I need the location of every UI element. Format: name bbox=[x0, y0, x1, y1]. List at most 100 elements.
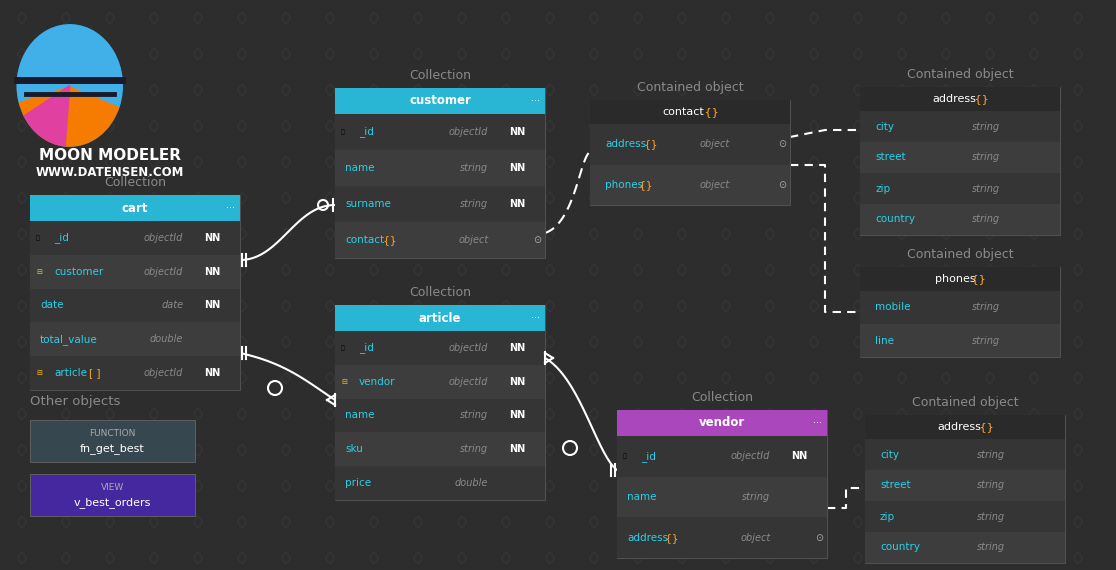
Text: NN: NN bbox=[510, 343, 526, 353]
Text: MOON MODELER: MOON MODELER bbox=[39, 148, 181, 162]
Text: objectId: objectId bbox=[144, 267, 183, 276]
Text: 🔑: 🔑 bbox=[36, 235, 40, 241]
Text: phones: phones bbox=[605, 180, 643, 190]
Text: {}: {} bbox=[642, 139, 658, 149]
Text: NN: NN bbox=[510, 127, 526, 137]
Bar bbox=[865, 415, 1065, 439]
Text: _id: _id bbox=[54, 233, 69, 243]
Text: double: double bbox=[150, 334, 183, 344]
Text: ···: ··· bbox=[812, 418, 822, 428]
Text: fn_get_best: fn_get_best bbox=[80, 443, 145, 454]
Bar bbox=[30, 356, 240, 390]
Text: date: date bbox=[40, 300, 64, 311]
Text: string: string bbox=[460, 444, 489, 454]
Text: NN: NN bbox=[510, 377, 526, 386]
Bar bbox=[860, 111, 1060, 142]
Text: Contained object: Contained object bbox=[906, 248, 1013, 261]
Text: mobile: mobile bbox=[875, 303, 911, 312]
Bar bbox=[30, 420, 195, 462]
Text: objectId: objectId bbox=[144, 233, 183, 243]
Text: city: city bbox=[881, 450, 899, 459]
Bar bbox=[860, 267, 1060, 291]
Text: 🔑: 🔑 bbox=[623, 454, 627, 459]
Bar bbox=[30, 255, 240, 288]
Text: string: string bbox=[972, 336, 1000, 345]
Bar bbox=[30, 221, 240, 255]
Bar bbox=[30, 195, 240, 390]
Text: string: string bbox=[972, 153, 1000, 162]
Text: zip: zip bbox=[875, 184, 891, 193]
Bar bbox=[335, 88, 545, 258]
Text: string: string bbox=[972, 121, 1000, 132]
Text: name: name bbox=[627, 492, 656, 502]
Bar bbox=[335, 88, 545, 114]
Text: Collection: Collection bbox=[408, 286, 471, 299]
Text: customer: customer bbox=[54, 267, 104, 276]
Text: {}: {} bbox=[976, 422, 993, 432]
Text: ⊟: ⊟ bbox=[36, 268, 42, 275]
Bar bbox=[865, 532, 1065, 563]
Text: NN: NN bbox=[204, 300, 221, 311]
Text: [ ]: [ ] bbox=[89, 368, 100, 378]
Bar bbox=[860, 173, 1060, 204]
Text: name: name bbox=[345, 163, 375, 173]
Text: zip: zip bbox=[881, 511, 895, 522]
Text: NN: NN bbox=[204, 267, 221, 276]
Bar bbox=[865, 415, 1065, 563]
Text: string: string bbox=[976, 450, 1006, 459]
Text: Collection: Collection bbox=[408, 69, 471, 82]
Text: contact: contact bbox=[663, 107, 704, 117]
Text: NN: NN bbox=[510, 199, 526, 209]
Bar bbox=[860, 324, 1060, 357]
Text: {}: {} bbox=[701, 107, 719, 117]
Text: article: article bbox=[418, 311, 461, 324]
Bar bbox=[865, 439, 1065, 470]
Text: surname: surname bbox=[345, 199, 391, 209]
Bar bbox=[30, 323, 240, 356]
Text: string: string bbox=[460, 410, 489, 421]
Text: cart: cart bbox=[122, 202, 148, 214]
Text: ⊙: ⊙ bbox=[778, 139, 786, 149]
Bar bbox=[860, 204, 1060, 235]
Bar bbox=[335, 466, 545, 500]
Text: string: string bbox=[460, 199, 489, 209]
Text: string: string bbox=[976, 481, 1006, 491]
Text: NN: NN bbox=[204, 233, 221, 243]
Text: country: country bbox=[881, 543, 920, 552]
Text: double: double bbox=[455, 478, 489, 488]
Text: ⊙: ⊙ bbox=[533, 235, 541, 245]
Text: {}: {} bbox=[636, 180, 653, 190]
Bar bbox=[865, 501, 1065, 532]
Text: street: street bbox=[881, 481, 911, 491]
Text: object: object bbox=[700, 180, 730, 190]
Text: string: string bbox=[460, 163, 489, 173]
Text: street: street bbox=[875, 153, 905, 162]
Bar bbox=[617, 410, 827, 436]
Bar bbox=[860, 87, 1060, 111]
Text: NN: NN bbox=[204, 368, 221, 378]
Text: address: address bbox=[937, 422, 981, 432]
Text: line: line bbox=[875, 336, 894, 345]
Text: {}: {} bbox=[971, 94, 989, 104]
Text: address: address bbox=[933, 94, 976, 104]
Text: Collection: Collection bbox=[104, 176, 166, 189]
Bar bbox=[617, 410, 827, 558]
Bar bbox=[335, 114, 545, 150]
Text: ···: ··· bbox=[531, 313, 540, 323]
Text: FUNCTION: FUNCTION bbox=[89, 429, 136, 438]
Text: date: date bbox=[161, 300, 183, 311]
Text: NN: NN bbox=[510, 163, 526, 173]
Text: Collection: Collection bbox=[691, 391, 753, 404]
Bar bbox=[335, 331, 545, 365]
Text: string: string bbox=[972, 214, 1000, 225]
Bar bbox=[590, 124, 790, 165]
Bar bbox=[860, 291, 1060, 324]
Text: ···: ··· bbox=[227, 203, 235, 213]
Text: address: address bbox=[605, 139, 646, 149]
Wedge shape bbox=[19, 86, 119, 146]
Text: object: object bbox=[458, 235, 489, 245]
Text: {}: {} bbox=[662, 533, 679, 543]
Text: v_best_orders: v_best_orders bbox=[74, 497, 151, 508]
Text: _id: _id bbox=[359, 127, 374, 137]
Text: 🔑: 🔑 bbox=[341, 345, 345, 351]
